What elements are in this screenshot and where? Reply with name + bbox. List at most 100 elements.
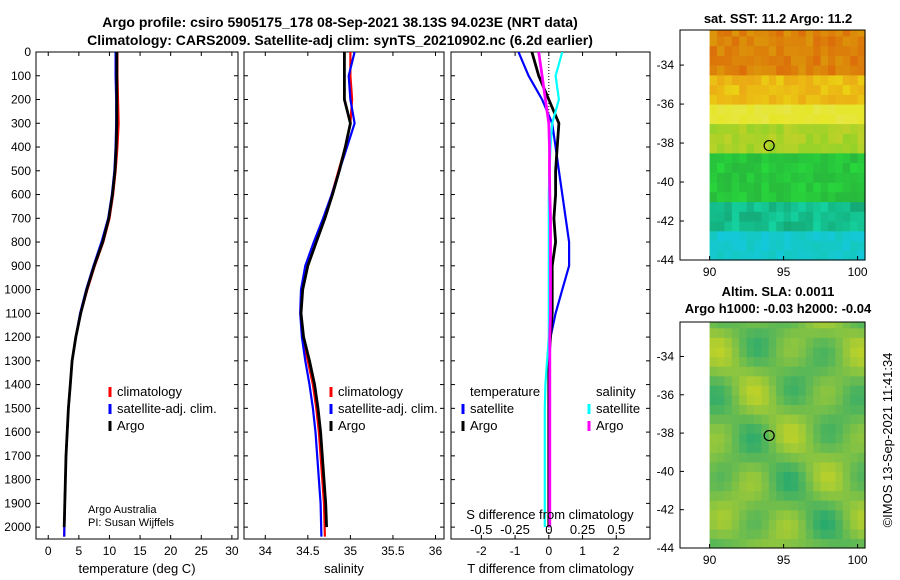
y-tick-label: -38 bbox=[657, 136, 675, 150]
map-cell bbox=[813, 133, 822, 144]
sst-map: -34 -36 -38 -40 -42 -44 90 95 100 bbox=[657, 29, 868, 279]
map-cell bbox=[768, 423, 777, 434]
map-cell bbox=[835, 172, 844, 183]
map-cell bbox=[798, 104, 807, 115]
map-cell bbox=[754, 182, 762, 193]
map-cell bbox=[739, 452, 748, 463]
y-tick-label: -36 bbox=[657, 388, 675, 402]
map-cell bbox=[739, 143, 748, 154]
map-cell bbox=[724, 104, 733, 115]
map-cell bbox=[746, 509, 755, 520]
map-cell bbox=[761, 500, 770, 511]
map-cell bbox=[835, 152, 844, 164]
map-cell bbox=[791, 433, 799, 444]
map-cell bbox=[798, 230, 807, 242]
map-cell bbox=[717, 356, 725, 367]
map-cell bbox=[783, 104, 792, 115]
map-cell bbox=[791, 423, 799, 434]
map-cell bbox=[754, 509, 762, 520]
map-cell bbox=[820, 74, 829, 86]
map-cell bbox=[835, 327, 844, 338]
map-cell bbox=[820, 94, 829, 105]
map-cell bbox=[820, 65, 829, 76]
map-cell bbox=[798, 191, 807, 203]
map-cell bbox=[776, 394, 785, 405]
map-cell bbox=[731, 481, 740, 492]
map-cell bbox=[828, 104, 836, 115]
map-cell bbox=[776, 481, 785, 492]
map-cell bbox=[754, 385, 762, 396]
map-cell bbox=[746, 191, 755, 203]
map-cell bbox=[835, 211, 844, 222]
map-cell bbox=[709, 423, 718, 434]
map-cell bbox=[850, 322, 859, 329]
map-cell bbox=[724, 182, 733, 193]
map-cell bbox=[850, 74, 859, 86]
map-cell bbox=[857, 191, 866, 203]
map-cell bbox=[724, 65, 733, 76]
map-cell bbox=[776, 461, 785, 472]
map-cell bbox=[776, 113, 785, 125]
series-line-salinity-satellite bbox=[543, 52, 564, 528]
map-cell bbox=[776, 423, 785, 434]
map-cell bbox=[813, 123, 822, 134]
map-cell bbox=[724, 322, 733, 329]
map-cell bbox=[842, 133, 851, 144]
map-cell bbox=[717, 113, 725, 125]
map-cell bbox=[709, 509, 718, 520]
y-tick-label: 600 bbox=[11, 188, 31, 202]
figure-title-line1: Argo profile: csiro 5905175_178 08-Sep-2… bbox=[102, 14, 578, 30]
y-tick-label: -40 bbox=[657, 464, 675, 478]
map-cell bbox=[798, 55, 807, 66]
map-cell bbox=[776, 74, 785, 86]
map-cell bbox=[709, 327, 718, 338]
map-cell bbox=[709, 133, 718, 144]
map-cell bbox=[768, 337, 777, 348]
map-cell bbox=[776, 442, 785, 453]
map-cell bbox=[820, 191, 829, 203]
map-cell bbox=[857, 143, 866, 154]
map-cell bbox=[835, 221, 844, 232]
map-cell bbox=[783, 538, 792, 549]
map-cell bbox=[761, 240, 770, 251]
map-cell bbox=[739, 394, 748, 405]
map-cell bbox=[709, 30, 718, 37]
map-cell bbox=[857, 471, 866, 482]
legend-label: satellite bbox=[596, 401, 640, 416]
map-cell bbox=[842, 337, 851, 348]
map-cell bbox=[776, 152, 785, 164]
map-cell bbox=[739, 385, 748, 396]
map-cell bbox=[709, 461, 718, 472]
map-cell bbox=[842, 413, 851, 425]
map-cell bbox=[709, 191, 718, 203]
map-cell bbox=[835, 366, 844, 377]
map-cell bbox=[709, 65, 718, 76]
map-cell bbox=[798, 433, 807, 444]
map-cell bbox=[761, 481, 770, 492]
map-cell bbox=[724, 442, 733, 453]
map-cell bbox=[857, 250, 866, 261]
legend-label: climatology bbox=[338, 384, 404, 399]
map-cell bbox=[798, 519, 807, 530]
map-cell bbox=[717, 528, 725, 539]
x-tick-label: 35.5 bbox=[381, 544, 405, 558]
map-cell bbox=[783, 423, 792, 434]
map-cell bbox=[724, 481, 733, 492]
map-cell bbox=[754, 113, 762, 125]
map-cell bbox=[731, 490, 740, 501]
map-cell bbox=[731, 191, 740, 203]
map-cell bbox=[835, 519, 844, 530]
map-cell bbox=[828, 346, 836, 358]
map-cell bbox=[842, 230, 851, 242]
map-cell bbox=[828, 143, 836, 154]
map-cell bbox=[746, 337, 755, 348]
map-cell bbox=[768, 84, 777, 95]
map-cell bbox=[783, 346, 792, 358]
map-cell bbox=[857, 162, 866, 173]
map-cell bbox=[813, 490, 822, 501]
map-cell bbox=[813, 35, 822, 47]
map-cell bbox=[842, 356, 851, 367]
map-cell bbox=[776, 104, 785, 115]
map-cell bbox=[805, 500, 814, 511]
map-cell bbox=[754, 45, 762, 56]
